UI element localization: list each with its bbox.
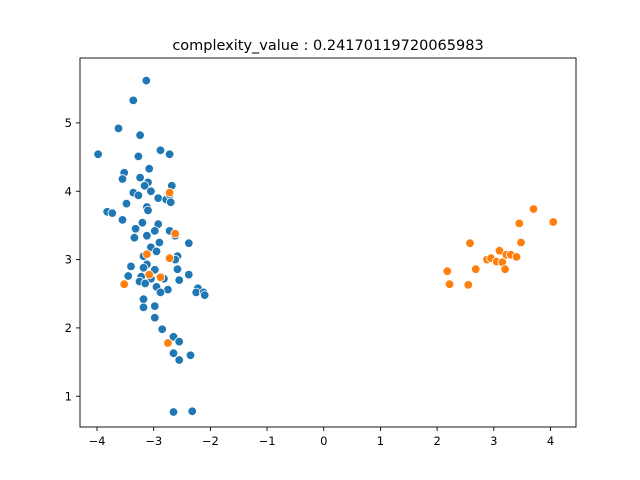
data-point-series1-49 [123,271,133,281]
data-point-series1-69 [174,336,184,347]
data-point-series1-7 [164,149,175,160]
data-point-series1-66 [150,313,160,323]
data-point-series1-28 [137,217,148,228]
y-tick-label: 4 [65,184,72,198]
data-point-series2-0 [164,187,175,198]
data-point-series2-6 [119,279,129,289]
y-tick-label: 3 [65,253,72,267]
data-point-series2-3 [164,253,175,263]
data-point-series1-26 [107,208,118,218]
data-point-series2-10 [463,280,474,290]
data-point-series2-16 [494,245,505,256]
data-point-series1-39 [151,246,162,257]
data-point-series1-4 [93,149,103,160]
y-tick-label: 1 [65,389,72,403]
data-point-series1-31 [150,226,160,236]
y-tick-label: 5 [65,116,72,130]
x-tick-label: 2 [433,434,440,448]
data-point-series1-2 [113,123,124,134]
data-point-series1-21 [165,197,176,207]
x-tick-label: 4 [547,434,554,448]
data-point-series1-44 [138,263,149,273]
data-point-series2-21 [511,252,522,262]
x-tick-label: −2 [202,434,219,448]
chart-title: complexity_value : 0.24170119720065983 [172,38,483,54]
data-point-series1-1 [128,95,139,106]
x-axis: −4 −3 −2 −1 0 1 2 3 4 [89,427,554,448]
data-point-series1-5 [155,145,166,156]
data-point-series2-23 [516,237,526,248]
x-tick-label: −4 [89,434,106,448]
data-point-series2-8 [442,266,453,276]
y-tick-label: 2 [65,321,72,335]
data-point-series1-10 [117,174,128,184]
data-point-series1-22 [121,198,132,209]
y-axis: 1 2 3 4 5 [65,116,80,403]
data-point-series1-63 [138,294,149,304]
data-point-series2-11 [465,238,475,248]
data-point-series1-47 [172,264,183,274]
data-point-series1-67 [157,324,167,335]
data-point-series2-4 [155,272,166,283]
data-point-series1-48 [184,269,194,280]
data-point-series1-17 [146,186,156,197]
data-point-series2-7 [163,338,173,348]
data-point-series1-27 [117,215,128,225]
data-point-series1-24 [143,205,153,216]
data-point-series1-37 [154,237,165,248]
data-point-series1-3 [135,130,145,140]
data-point-series1-65 [138,302,149,313]
data-point-series2-5 [144,269,154,280]
data-point-series1-30 [130,224,141,234]
data-point-series1-6 [133,151,144,162]
data-point-series1-33 [142,230,152,241]
data-point-series1-71 [185,350,196,361]
data-point-series2-18 [500,264,510,274]
plot-area-frame [79,57,577,428]
data-point-series2-9 [444,279,455,289]
data-point-series1-72 [174,355,184,365]
data-point-series1-61 [199,290,210,300]
x-tick-label: −3 [145,434,162,448]
data-point-series1-45 [126,261,136,272]
data-point-series1-34 [129,232,140,243]
x-tick-label: −1 [259,434,276,448]
x-tick-label: 1 [377,434,384,448]
data-point-series1-8 [144,163,154,174]
data-point-series1-36 [184,238,194,248]
data-point-series2-25 [548,217,559,227]
data-point-series1-18 [153,193,163,203]
points-layer [93,75,559,417]
data-point-series2-24 [528,204,539,214]
data-point-series2-12 [471,264,481,274]
data-point-series1-16 [133,190,144,201]
data-point-series1-74 [187,406,197,417]
data-point-series1-14 [139,181,150,191]
data-point-series1-73 [168,407,179,417]
x-tick-label: 0 [320,434,327,448]
data-point-series1-11 [135,172,145,183]
x-tick-label: 3 [490,434,497,448]
data-point-series1-64 [150,301,160,311]
data-point-series2-2 [142,249,152,259]
data-point-series1-54 [174,275,184,285]
data-point-series2-22 [514,218,525,229]
data-point-series1-55 [140,278,150,289]
data-point-series2-1 [170,228,180,239]
data-point-series1-0 [141,75,152,86]
data-point-series1-62 [155,287,166,298]
data-point-series1-70 [168,348,179,358]
